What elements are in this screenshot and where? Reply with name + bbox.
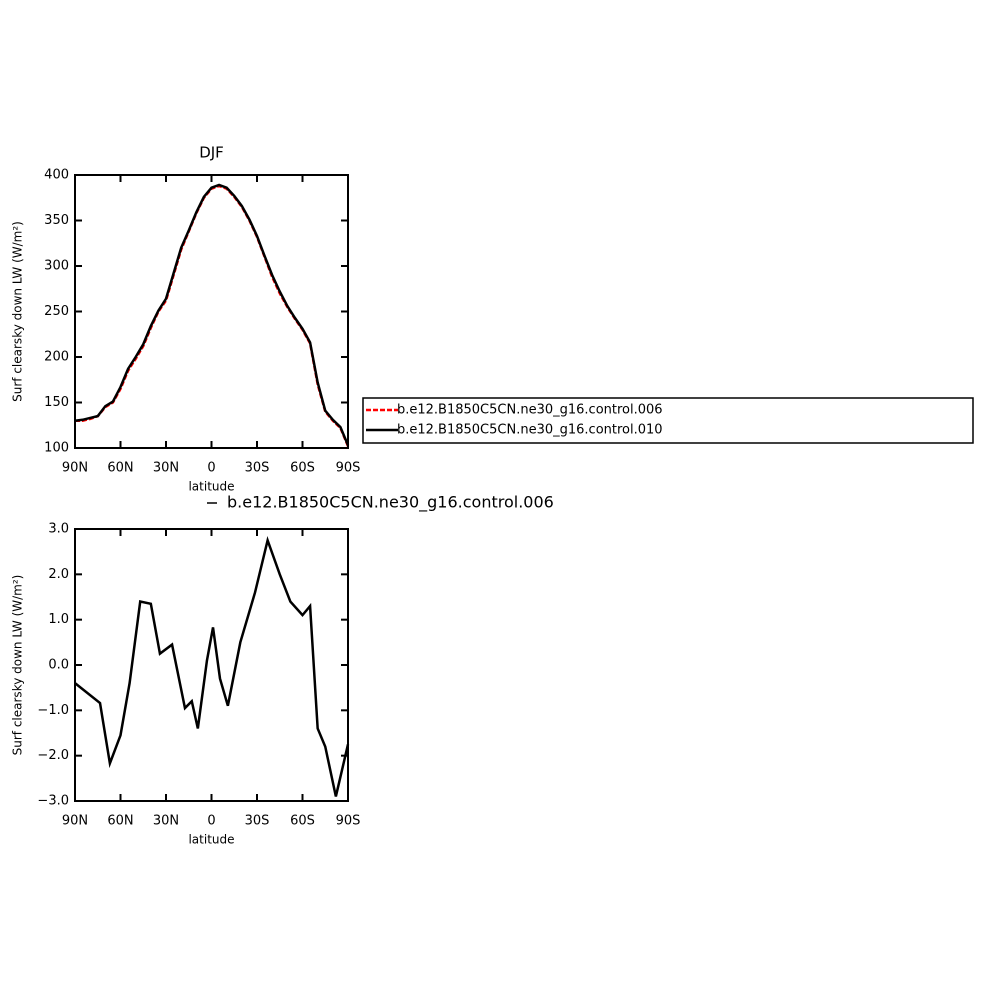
chart-title: DJF (199, 144, 224, 162)
x-tick-label: 60S (290, 461, 315, 476)
x-tick-label: 30N (153, 814, 179, 829)
y-tick-label: 0.0 (48, 658, 69, 673)
x-tick-label: 90S (336, 461, 361, 476)
legend-label: b.e12.B1850C5CN.ne30_g16.control.006 (227, 493, 554, 513)
y-axis-label: Surf clearsky down LW (W/m²) (11, 575, 25, 756)
x-tick-label: 90S (336, 814, 361, 829)
plot-frame (74, 528, 349, 802)
y-tick-label: 1.0 (48, 612, 69, 627)
x-tick-label: 90N (62, 461, 88, 476)
y-tick-label: 350 (44, 213, 69, 228)
y-tick-label: 300 (44, 259, 69, 274)
x-tick-label: 60S (290, 814, 315, 829)
y-tick-label: −2.0 (37, 748, 69, 763)
y-tick-label: −3.0 (37, 794, 69, 809)
x-tick-label: 30S (245, 461, 270, 476)
x-tick-label: 60N (107, 461, 133, 476)
plot-frame (74, 174, 349, 449)
legend-label: b.e12.B1850C5CN.ne30_g16.control.006 (397, 403, 663, 418)
data-line (75, 184, 350, 447)
data-line (74, 535, 350, 797)
y-tick-label: 100 (44, 441, 69, 456)
y-tick-label: 2.0 (48, 567, 69, 582)
legend-label: b.e12.B1850C5CN.ne30_g16.control.010 (397, 423, 663, 438)
x-tick-label: 30N (153, 461, 179, 476)
x-axis-label: latitude (188, 480, 234, 494)
x-tick-label: 30S (245, 814, 270, 829)
y-tick-label: 150 (44, 395, 69, 410)
x-axis-label: latitude (188, 833, 234, 847)
x-tick-label: 0 (207, 461, 215, 476)
y-tick-label: −1.0 (37, 703, 69, 718)
y-axis-label: Surf clearsky down LW (W/m²) (11, 221, 25, 402)
x-tick-label: 90N (62, 814, 88, 829)
y-tick-label: 250 (44, 304, 69, 319)
y-tick-label: 400 (44, 168, 69, 183)
y-tick-label: 3.0 (48, 522, 69, 537)
data-line (74, 183, 350, 446)
y-tick-label: 200 (44, 350, 69, 365)
x-tick-label: 0 (207, 814, 215, 829)
legend-box (362, 397, 974, 444)
x-tick-label: 60N (107, 814, 133, 829)
